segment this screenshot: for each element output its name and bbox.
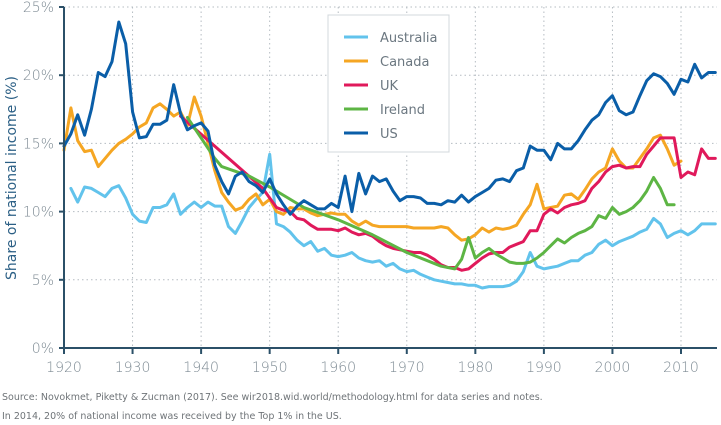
x-tick-label: 2000 bbox=[595, 360, 631, 376]
y-tick-label: 5% bbox=[32, 273, 54, 289]
series-lines bbox=[62, 20, 717, 290]
legend-label-ireland: Ireland bbox=[380, 103, 425, 118]
x-tick-label: 1920 bbox=[46, 360, 82, 376]
x-tick-label: 1930 bbox=[115, 360, 151, 376]
x-tick-label: 2010 bbox=[663, 360, 699, 376]
series-line-us bbox=[62, 20, 717, 216]
y-axis-ticks: 0% 5% 10% 15% 20% 25% bbox=[23, 0, 64, 357]
source-note: Source: Novokmet, Piketty & Zucman (2017… bbox=[2, 392, 543, 403]
y-axis-label: Share of national income (%) bbox=[4, 76, 20, 280]
caption-note: In 2014, 20% of national income was rece… bbox=[2, 411, 342, 422]
x-axis-ticks: 1920 1930 1940 1950 1960 1970 1980 1990 2000 2010 bbox=[46, 348, 699, 376]
legend-label-canada: Canada bbox=[380, 55, 429, 70]
legend-label-australia: Australia bbox=[380, 31, 438, 46]
x-tick-label: 1940 bbox=[183, 360, 219, 376]
y-tick-label: 0% bbox=[32, 341, 54, 357]
x-tick-label: 1960 bbox=[320, 360, 356, 376]
y-tick-label: 15% bbox=[23, 136, 54, 152]
axes bbox=[63, 7, 717, 349]
legend-label-uk: UK bbox=[380, 79, 399, 94]
x-tick-label: 1970 bbox=[389, 360, 425, 376]
y-tick-label: 20% bbox=[23, 68, 54, 84]
x-tick-label: 1980 bbox=[458, 360, 494, 376]
x-tick-label: 1950 bbox=[252, 360, 288, 376]
series-line-canada bbox=[62, 95, 683, 242]
series-line-ireland bbox=[185, 116, 676, 271]
legend-label-us: US bbox=[380, 127, 398, 142]
x-tick-label: 1990 bbox=[526, 360, 562, 376]
series-line-australia bbox=[69, 152, 717, 290]
y-tick-label: 10% bbox=[23, 205, 54, 221]
legend: Australia Canada UK Ireland US bbox=[327, 14, 450, 153]
y-tick-label: 25% bbox=[23, 0, 54, 16]
series-line-uk bbox=[179, 114, 717, 272]
grid bbox=[64, 6, 717, 348]
